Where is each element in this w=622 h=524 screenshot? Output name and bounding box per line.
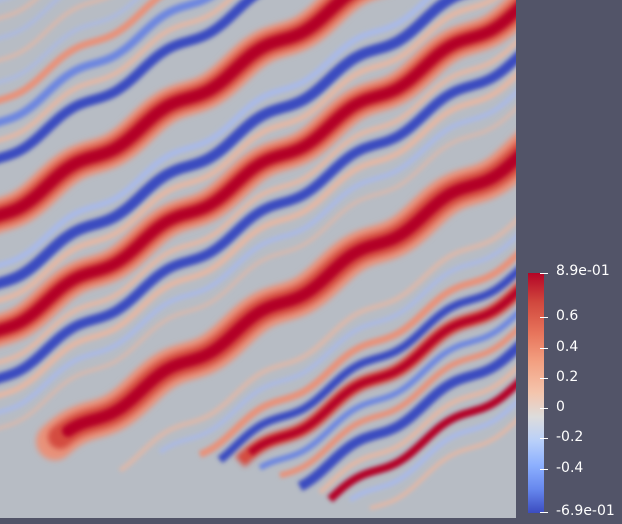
field-band xyxy=(0,39,516,365)
field-band xyxy=(118,217,516,473)
colorbar-tick-label: 0.6 xyxy=(556,308,579,324)
render-viewport[interactable] xyxy=(0,0,516,518)
field-band xyxy=(369,418,516,511)
scalar-field-plot xyxy=(0,0,516,511)
colorbar-tick xyxy=(540,469,548,470)
field-band xyxy=(62,150,516,437)
field-band xyxy=(258,310,516,471)
field-band xyxy=(327,379,516,503)
field-band xyxy=(348,399,516,503)
field-band xyxy=(0,0,233,143)
field-band xyxy=(217,267,516,464)
field-band xyxy=(0,0,351,222)
field-band xyxy=(198,251,516,458)
field-band xyxy=(247,288,516,456)
field-band xyxy=(0,0,161,104)
colorbar-tick-min xyxy=(540,512,548,513)
colorbar-max-label: 8.9e-01 xyxy=(556,263,610,279)
field-band xyxy=(279,326,516,479)
field-band xyxy=(0,0,257,164)
colorbar-tick xyxy=(540,348,548,349)
colorbar-tick-label: 0 xyxy=(556,399,565,415)
field-band xyxy=(0,0,431,269)
colorbar-tick-label: 0.2 xyxy=(556,369,579,385)
field-band xyxy=(158,233,516,455)
field-band xyxy=(0,0,106,63)
field-band xyxy=(0,0,461,289)
colorbar-tick xyxy=(540,408,548,409)
colorbar-tick-label: -0.2 xyxy=(556,429,584,445)
colorbar-tick-label: 0.4 xyxy=(556,339,579,355)
field-band xyxy=(0,71,516,399)
colorbar-tick xyxy=(540,317,548,318)
field-band xyxy=(0,0,213,127)
field-band xyxy=(0,106,516,431)
field-band xyxy=(0,0,139,85)
colorbar-tick xyxy=(540,438,548,439)
field-band xyxy=(297,341,516,492)
colorbar-tick-max xyxy=(540,273,548,274)
field-band xyxy=(0,0,498,304)
colorbar-tick-label: -0.4 xyxy=(556,460,584,476)
field-band xyxy=(0,89,516,415)
field-band xyxy=(0,3,516,336)
color-legend-bar xyxy=(528,273,544,513)
colorbar-min-label: -6.9e-01 xyxy=(556,503,615,519)
field-band xyxy=(318,365,516,495)
colorbar-tick xyxy=(540,378,548,379)
field-band xyxy=(0,51,516,384)
